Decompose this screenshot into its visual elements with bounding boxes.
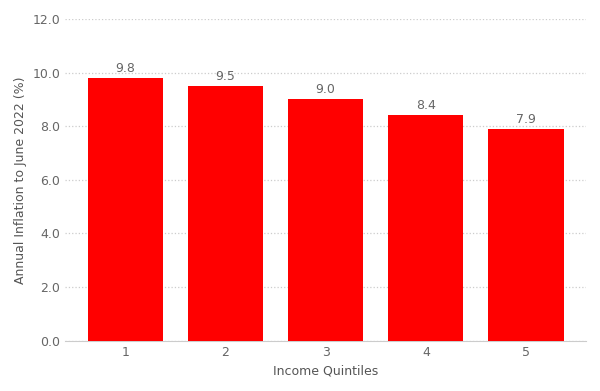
Text: 8.4: 8.4	[416, 99, 436, 112]
Text: 7.9: 7.9	[516, 113, 536, 126]
Bar	[88, 78, 163, 341]
X-axis label: Income Quintiles: Income Quintiles	[273, 364, 378, 377]
Bar	[388, 115, 463, 341]
Text: 9.8: 9.8	[115, 62, 135, 75]
Bar	[288, 99, 363, 341]
Text: 9.0: 9.0	[316, 83, 335, 96]
Y-axis label: Annual Inflation to June 2022 (%): Annual Inflation to June 2022 (%)	[14, 76, 27, 283]
Text: 9.5: 9.5	[215, 70, 235, 83]
Bar	[488, 129, 563, 341]
Bar	[188, 86, 263, 341]
